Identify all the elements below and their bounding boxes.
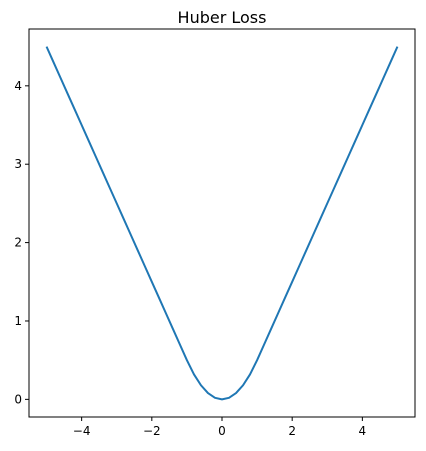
series-line-0 — [45, 46, 399, 401]
y-tick-label: 3 — [14, 157, 22, 171]
series-layer — [45, 46, 399, 401]
y-tick-label: 2 — [14, 236, 22, 250]
x-tick-label: −2 — [143, 424, 161, 438]
y-tick-label: 1 — [14, 314, 22, 328]
x-tick-label: −4 — [73, 424, 91, 438]
axes-frame — [28, 28, 416, 418]
x-axis: −4 −2 0 2 4 — [73, 417, 366, 438]
x-tick-label: 4 — [359, 424, 367, 438]
y-tick-label: 4 — [14, 79, 22, 93]
y-axis: 0 1 2 3 4 — [14, 79, 29, 406]
x-tick-label: 0 — [218, 424, 226, 438]
chart-title: Huber Loss — [178, 8, 267, 27]
x-tick-label: 2 — [288, 424, 296, 438]
plot-area — [28, 28, 416, 418]
y-tick-label: 0 — [14, 392, 22, 406]
